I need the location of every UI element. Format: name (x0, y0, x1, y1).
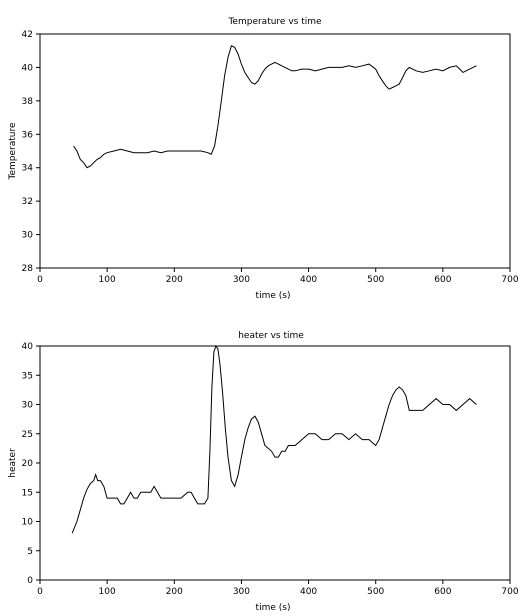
y-axis-ticks: 28 30 32 34 36 38 40 42 (22, 30, 40, 274)
heater-series-line (71, 344, 477, 534)
y-tick-label: 42 (22, 30, 33, 40)
y-axis-label: heater (8, 448, 18, 478)
x-tick-label: 400 (300, 275, 317, 285)
y-tick-label: 40 (22, 63, 34, 73)
x-axis-label: time (s) (256, 291, 291, 301)
y-tick-label: 40 (22, 342, 34, 352)
x-tick-label: 600 (434, 275, 451, 285)
y-tick-label: 25 (22, 430, 33, 440)
x-tick-label: 100 (99, 587, 116, 597)
x-tick-label: 0 (37, 587, 43, 597)
x-tick-label: 100 (99, 275, 116, 285)
x-tick-label: 700 (501, 275, 518, 285)
y-tick-label: 0 (27, 576, 33, 586)
y-tick-label: 30 (22, 231, 34, 241)
y-tick-label: 35 (22, 371, 33, 381)
y-axis-ticks: 0 5 10 15 20 25 30 35 40 (22, 342, 40, 586)
plot-frame (39, 345, 511, 581)
chart-title: Temperature vs time (227, 17, 322, 27)
x-tick-label: 600 (434, 587, 451, 597)
x-tick-label: 400 (300, 587, 317, 597)
temperature-series-line (73, 44, 477, 169)
x-axis-ticks: 0 100 200 300 400 500 600 700 (37, 268, 519, 285)
plot-frame (39, 33, 511, 269)
x-axis-ticks: 0 100 200 300 400 500 600 700 (37, 580, 519, 597)
x-tick-label: 200 (166, 587, 183, 597)
y-tick-label: 30 (22, 401, 34, 411)
heater-chart: heater vs time 0 100 200 300 400 500 600 700 0 5… (8, 331, 519, 613)
x-tick-label: 500 (367, 275, 384, 285)
y-tick-label: 34 (22, 164, 34, 174)
temperature-chart: Temperature vs time 0 100 200 300 400 500 600 7… (8, 17, 519, 301)
x-tick-label: 0 (37, 275, 43, 285)
x-tick-label: 300 (233, 587, 250, 597)
y-tick-label: 10 (22, 518, 34, 528)
y-tick-label: 32 (22, 197, 33, 207)
y-tick-label: 5 (27, 547, 33, 557)
x-tick-label: 200 (166, 275, 183, 285)
x-tick-label: 500 (367, 587, 384, 597)
y-axis-label: Temperature (8, 122, 18, 180)
y-tick-label: 38 (22, 97, 34, 107)
x-axis-label: time (s) (256, 603, 291, 613)
chart-title: heater vs time (238, 331, 304, 341)
x-tick-label: 300 (233, 275, 250, 285)
x-tick-label: 700 (501, 587, 518, 597)
y-tick-label: 28 (22, 264, 34, 274)
y-tick-label: 15 (22, 488, 33, 498)
y-tick-label: 36 (22, 130, 34, 140)
y-tick-label: 20 (22, 459, 34, 469)
